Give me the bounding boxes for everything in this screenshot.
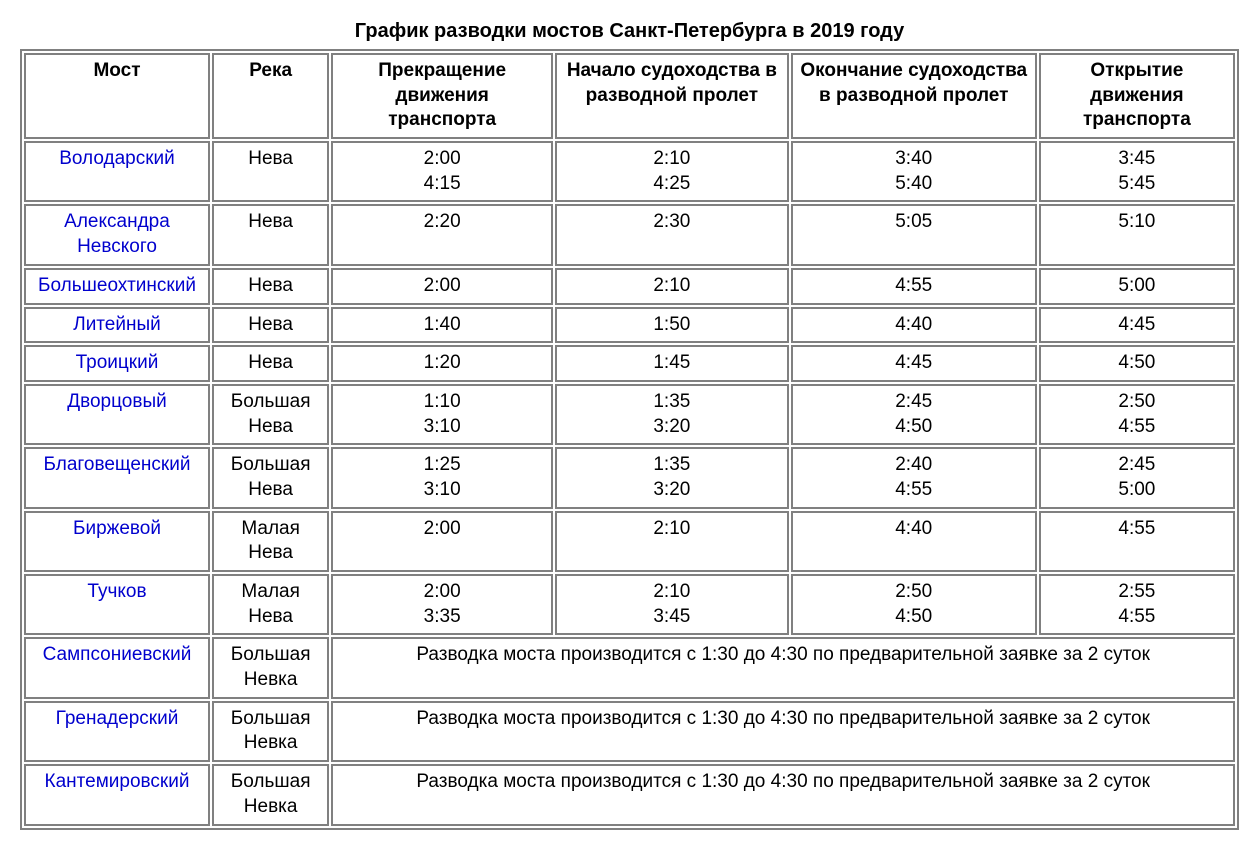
time-cell-nav_start: 1:50	[555, 307, 789, 344]
river-name: Нева	[212, 307, 329, 344]
col-header-bridge: Мост	[24, 53, 210, 139]
time-cell-nav_start: 2:30	[555, 204, 789, 265]
bridge-name[interactable]: Большеохтинский	[24, 268, 210, 305]
river-name: Нева	[212, 141, 329, 202]
time-cell-stop: 1:20	[331, 345, 553, 382]
table-header-row: Мост Река Прекращение движения транспорт…	[24, 53, 1235, 139]
bridges-schedule-table: Мост Река Прекращение движения транспорт…	[20, 49, 1239, 830]
time-cell-open: 4:50	[1039, 345, 1235, 382]
table-row: БольшеохтинскийНева2:002:104:555:00	[24, 268, 1235, 305]
table-row: Александра НевскогоНева2:202:305:055:10	[24, 204, 1235, 265]
col-header-stop: Прекращение движения транспорта	[331, 53, 553, 139]
page-title: График разводки мостов Санкт-Петербурга …	[20, 20, 1239, 43]
time-cell-open: 5:10	[1039, 204, 1235, 265]
time-cell-open: 2:504:55	[1039, 384, 1235, 445]
time-cell-nav_start: 1:353:20	[555, 384, 789, 445]
table-row: ДворцовыйБольшая Нева1:103:101:353:202:4…	[24, 384, 1235, 445]
bridge-name[interactable]: Тучков	[24, 574, 210, 635]
time-cell-nav_start: 2:10	[555, 511, 789, 572]
schedule-note: Разводка моста производится с 1:30 до 4:…	[331, 637, 1235, 698]
river-name: Большая Невка	[212, 701, 329, 762]
bridge-name[interactable]: Биржевой	[24, 511, 210, 572]
time-cell-open: 2:455:00	[1039, 447, 1235, 508]
table-row: ТроицкийНева1:201:454:454:50	[24, 345, 1235, 382]
time-cell-nav_end: 2:404:55	[791, 447, 1037, 508]
time-cell-stop: 2:00	[331, 268, 553, 305]
river-name: Нева	[212, 345, 329, 382]
time-cell-open: 4:55	[1039, 511, 1235, 572]
time-cell-nav_start: 2:103:45	[555, 574, 789, 635]
time-cell-stop: 1:103:10	[331, 384, 553, 445]
bridge-name[interactable]: Литейный	[24, 307, 210, 344]
table-row: ГренадерскийБольшая НевкаРазводка моста …	[24, 701, 1235, 762]
table-row: БлаговещенскийБольшая Нева1:253:101:353:…	[24, 447, 1235, 508]
table-row: БиржевойМалая Нева2:002:104:404:55	[24, 511, 1235, 572]
col-header-nav-end: Окончание судоходства в разводной пролет	[791, 53, 1037, 139]
river-name: Малая Нева	[212, 574, 329, 635]
river-name: Нева	[212, 268, 329, 305]
bridge-name[interactable]: Кантемировский	[24, 764, 210, 825]
time-cell-nav_end: 2:454:50	[791, 384, 1037, 445]
time-cell-open: 5:00	[1039, 268, 1235, 305]
bridge-name[interactable]: Володарский	[24, 141, 210, 202]
time-cell-nav_start: 1:353:20	[555, 447, 789, 508]
time-cell-stop: 1:40	[331, 307, 553, 344]
river-name: Нева	[212, 204, 329, 265]
bridge-name[interactable]: Троицкий	[24, 345, 210, 382]
time-cell-nav_end: 3:405:40	[791, 141, 1037, 202]
bridge-name[interactable]: Благовещенский	[24, 447, 210, 508]
schedule-note: Разводка моста производится с 1:30 до 4:…	[331, 764, 1235, 825]
bridge-name[interactable]: Дворцовый	[24, 384, 210, 445]
river-name: Большая Нева	[212, 447, 329, 508]
time-cell-nav_start: 2:104:25	[555, 141, 789, 202]
time-cell-stop: 2:004:15	[331, 141, 553, 202]
time-cell-nav_start: 2:10	[555, 268, 789, 305]
time-cell-nav_end: 4:40	[791, 511, 1037, 572]
bridge-name[interactable]: Александра Невского	[24, 204, 210, 265]
table-row: КантемировскийБольшая НевкаРазводка мост…	[24, 764, 1235, 825]
time-cell-nav_end: 4:45	[791, 345, 1037, 382]
river-name: Малая Нева	[212, 511, 329, 572]
time-cell-nav_end: 4:55	[791, 268, 1037, 305]
time-cell-stop: 2:003:35	[331, 574, 553, 635]
col-header-nav-start: Начало судоходства в разводной пролет	[555, 53, 789, 139]
col-header-open: Открытие движения транспорта	[1039, 53, 1235, 139]
time-cell-stop: 1:253:10	[331, 447, 553, 508]
time-cell-open: 2:554:55	[1039, 574, 1235, 635]
table-row: ВолодарскийНева2:004:152:104:253:405:403…	[24, 141, 1235, 202]
time-cell-open: 4:45	[1039, 307, 1235, 344]
time-cell-open: 3:455:45	[1039, 141, 1235, 202]
table-row: ТучковМалая Нева2:003:352:103:452:504:50…	[24, 574, 1235, 635]
river-name: Большая Невка	[212, 637, 329, 698]
time-cell-nav_end: 4:40	[791, 307, 1037, 344]
table-row: ЛитейныйНева1:401:504:404:45	[24, 307, 1235, 344]
time-cell-nav_start: 1:45	[555, 345, 789, 382]
time-cell-stop: 2:00	[331, 511, 553, 572]
time-cell-stop: 2:20	[331, 204, 553, 265]
time-cell-nav_end: 5:05	[791, 204, 1037, 265]
col-header-river: Река	[212, 53, 329, 139]
river-name: Большая Нева	[212, 384, 329, 445]
river-name: Большая Невка	[212, 764, 329, 825]
bridge-name[interactable]: Сампсониевский	[24, 637, 210, 698]
table-row: СампсониевскийБольшая НевкаРазводка мост…	[24, 637, 1235, 698]
schedule-note: Разводка моста производится с 1:30 до 4:…	[331, 701, 1235, 762]
bridge-name[interactable]: Гренадерский	[24, 701, 210, 762]
time-cell-nav_end: 2:504:50	[791, 574, 1037, 635]
